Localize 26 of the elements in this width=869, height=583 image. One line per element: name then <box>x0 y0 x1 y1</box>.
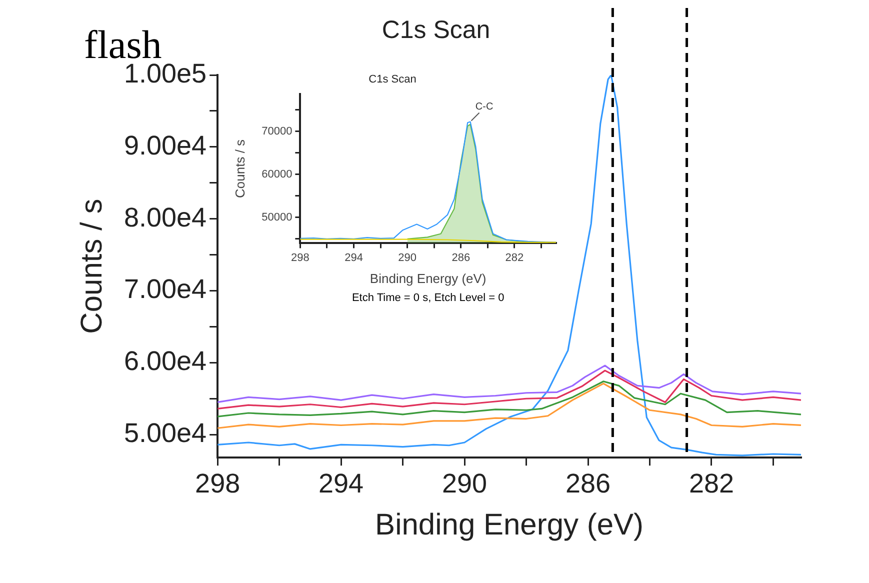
x-tick-label: 286 <box>565 468 611 498</box>
x-tick-label: 286 <box>452 252 470 264</box>
y-axis-title: Counts / s <box>75 198 108 334</box>
x-tick-label: 298 <box>291 252 310 264</box>
x-axis-title: Binding Energy (eV) <box>370 270 486 286</box>
y-tick-label: 60000 <box>262 168 292 180</box>
y-tick-label: 9.00e4 <box>124 130 207 160</box>
y-tick-label: 8.00e4 <box>124 202 207 232</box>
y-tick-label: 50000 <box>262 211 292 224</box>
y-tick-label: 70000 <box>262 125 292 138</box>
chart-title: C1s Scan <box>382 16 490 44</box>
y-tick-label: 7.00e4 <box>124 274 207 304</box>
x-tick-label: 282 <box>505 252 524 264</box>
x-tick-label: 294 <box>318 468 364 498</box>
y-tick-label: 6.00e4 <box>124 346 207 376</box>
chart-title: C1s Scan <box>368 74 416 86</box>
x-tick-label: 294 <box>344 252 363 264</box>
y-axis-title: Counts / s <box>232 138 248 198</box>
y-tick-label: 5.00e4 <box>124 418 207 448</box>
x-tick-label: 282 <box>688 468 734 498</box>
x-tick-label: 298 <box>195 468 240 498</box>
x-tick-label: 290 <box>442 468 488 498</box>
annotation: C-C <box>475 102 494 113</box>
x-axis-title: Binding Energy (eV) <box>375 508 644 542</box>
x-tick-label: 290 <box>398 252 417 264</box>
annotation: Etch Time = 0 s, Etch Level = 0 <box>352 292 504 304</box>
